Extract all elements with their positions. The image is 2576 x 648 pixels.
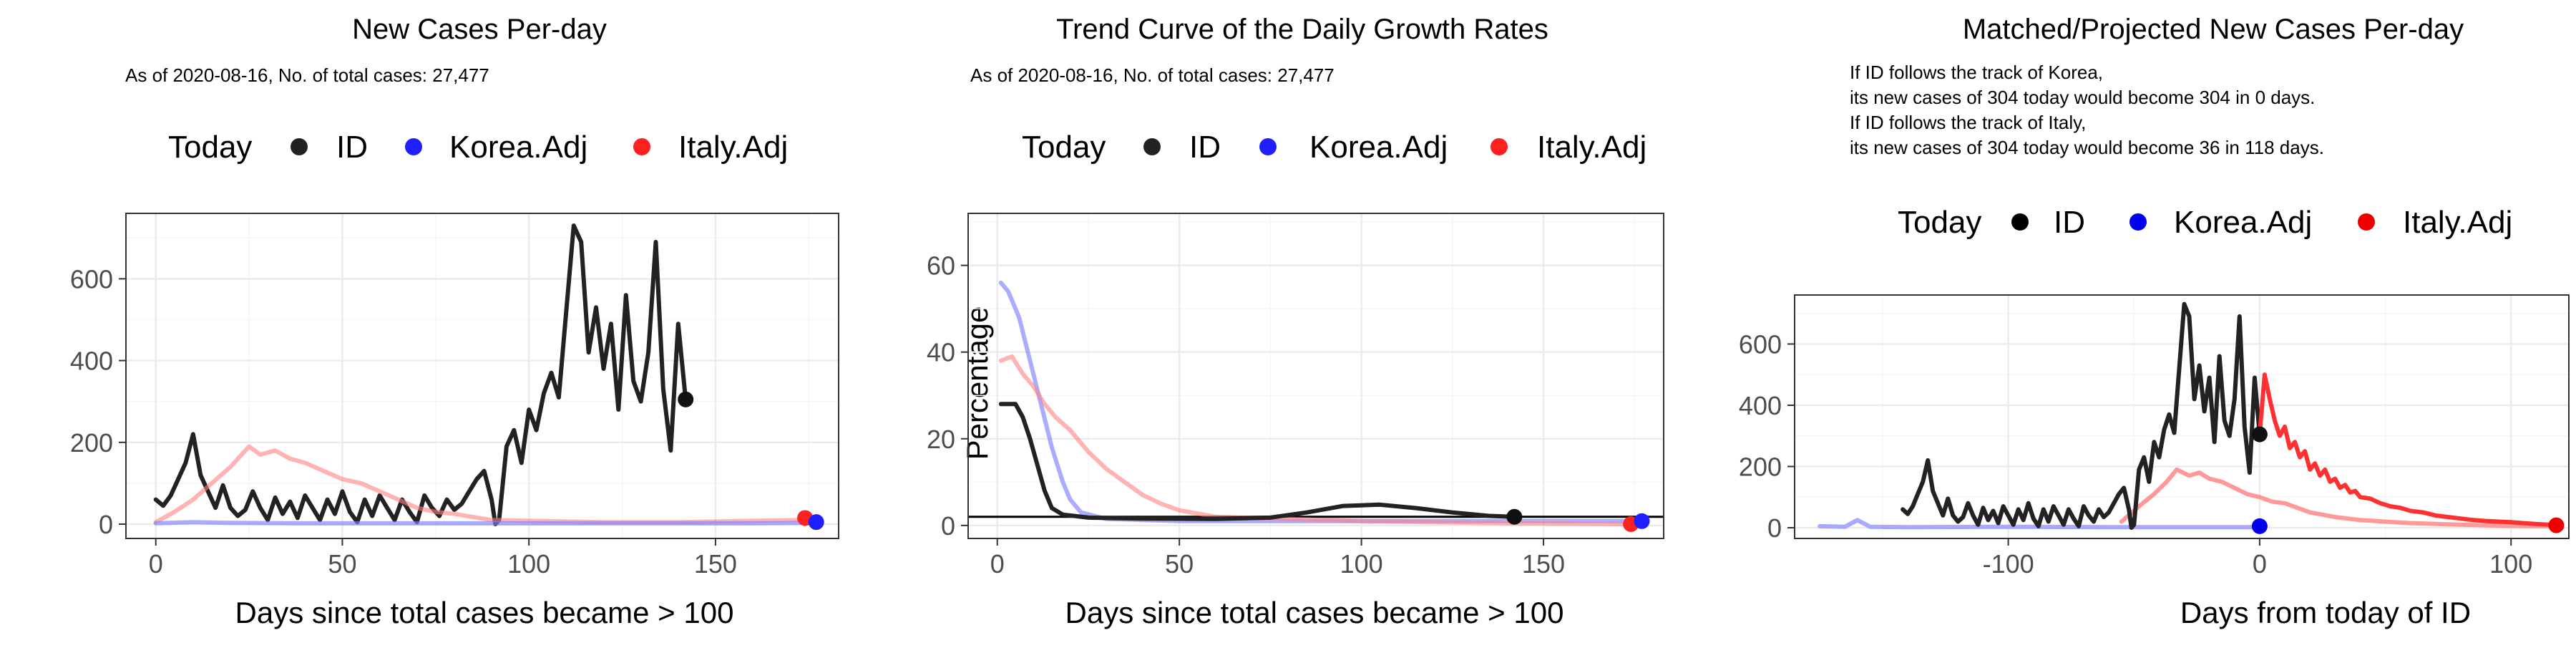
chart-new-cases-per-day: New Cases Per-day As of 2020-08-16, No. … (70, 14, 839, 629)
panel-border (967, 213, 1664, 539)
plot-area: -100 0 100 0 200 400 600 (1739, 294, 2570, 579)
y-tick-label: 60 (927, 251, 955, 281)
legend-label-italy: Italy.Adj (2403, 205, 2512, 240)
chart-growth-rate-trend: Trend Curve of the Daily Growth Rates As… (927, 14, 1664, 629)
x-tick-label: 0 (990, 549, 1005, 579)
y-tick-label: 20 (927, 425, 955, 454)
series-line-id (998, 402, 1517, 521)
legend-key-id (2011, 213, 2029, 231)
x-axis-label: Days since total cases became > 100 (235, 596, 734, 629)
x-tick-label: 50 (328, 549, 356, 579)
legend-label-italy: Italy.Adj (678, 130, 788, 165)
chart-title: New Cases Per-day (352, 14, 607, 45)
plot-area: 0 50 100 150 0 200 400 600 (70, 213, 839, 579)
legend-key-italy (1491, 138, 1508, 155)
legend-title: Today (1898, 205, 1981, 240)
today-point-id (1506, 508, 1523, 525)
legend-key-korea (1259, 138, 1277, 155)
series-line-italy (2119, 467, 2551, 528)
today-point-korea (1634, 513, 1650, 529)
today-point-id (2251, 426, 2268, 443)
chart-matched-projected: Matched/Projected New Cases Per-day If I… (1739, 14, 2570, 629)
y-tick-label: 400 (70, 347, 113, 376)
y-tick-label: 0 (1767, 513, 1782, 543)
today-point-korea (2251, 518, 2268, 534)
chart-title: Trend Curve of the Daily Growth Rates (1056, 14, 1548, 45)
x-tick-label: -100 (1983, 549, 2034, 579)
series-line-id (153, 223, 688, 526)
y-tick-label: 200 (1739, 452, 1782, 481)
legend-label-italy: Italy.Adj (1537, 130, 1646, 165)
today-point-id (678, 391, 694, 407)
legend: Today ID Korea.Adj Italy.Adj (1022, 130, 1646, 165)
chart-subtitle-line-1: If ID follows the track of Korea, (1850, 62, 2103, 83)
x-tick-label: 50 (1165, 549, 1194, 579)
series-line-korea (153, 520, 819, 526)
series-line-italy_proj (2257, 372, 2559, 527)
legend-label-id: ID (336, 130, 368, 165)
legend-label-korea: Korea.Adj (1309, 130, 1448, 165)
y-tick-label: 40 (927, 338, 955, 367)
chart-subtitle-line-3: If ID follows the track of Italy, (1850, 112, 2086, 133)
x-tick-label: 100 (507, 549, 550, 579)
y-tick-label: 0 (941, 511, 955, 541)
legend: Today ID Korea.Adj Italy.Adj (168, 130, 788, 165)
x-tick-label: 150 (1522, 549, 1565, 579)
legend-key-id (1143, 138, 1161, 155)
legend-title: Today (168, 130, 252, 165)
plot-area: 0 50 100 150 0 20 40 60 (927, 213, 1664, 579)
x-tick-label: 100 (1340, 549, 1383, 579)
legend: Today ID Korea.Adj Italy.Adj (1898, 205, 2512, 240)
chart-subtitle-line-2: its new cases of 304 today would become … (1850, 87, 2315, 108)
chart-subtitle-line: As of 2020-08-16, No. of total cases: 27… (970, 64, 1335, 86)
x-tick-label: 150 (694, 549, 737, 579)
y-tick-label: 0 (99, 510, 113, 539)
chart-subtitle-line: As of 2020-08-16, No. of total cases: 27… (125, 64, 489, 86)
chart-title: Matched/Projected New Cases Per-day (1963, 14, 2464, 45)
panel-border (125, 213, 839, 539)
x-tick-label: 0 (149, 549, 163, 579)
legend-key-italy (2358, 213, 2375, 231)
series-line-italy (153, 444, 808, 525)
series-line-id (1901, 301, 2262, 530)
x-axis-label: Days since total cases became > 100 (1065, 596, 1564, 629)
x-tick-label: 0 (2253, 549, 2267, 579)
legend-key-korea (405, 138, 422, 155)
today-point-italy (2548, 517, 2565, 533)
legend-label-id: ID (2054, 205, 2085, 240)
today-point-korea (808, 514, 824, 531)
legend-key-korea (2129, 213, 2147, 231)
legend-key-italy (633, 138, 650, 155)
y-tick-label: 400 (1739, 391, 1782, 420)
x-axis-label: Days from today of ID (2180, 596, 2471, 629)
y-tick-label: 600 (1739, 329, 1782, 359)
series-line-italy (998, 354, 1634, 526)
legend-label-korea: Korea.Adj (2174, 205, 2312, 240)
legend-label-korea: Korea.Adj (449, 130, 587, 165)
y-axis-label: Percentage (960, 306, 994, 460)
x-tick-label: 100 (2489, 549, 2532, 579)
legend-label-id: ID (1189, 130, 1221, 165)
legend-key-id (291, 138, 308, 155)
legend-title: Today (1022, 130, 1106, 165)
series-line-korea (1818, 518, 2262, 530)
chart-subtitle-line-4: its new cases of 304 today would become … (1850, 137, 2324, 158)
y-tick-label: 200 (70, 428, 113, 458)
panel-border (1794, 294, 2570, 539)
y-tick-label: 600 (70, 264, 113, 294)
